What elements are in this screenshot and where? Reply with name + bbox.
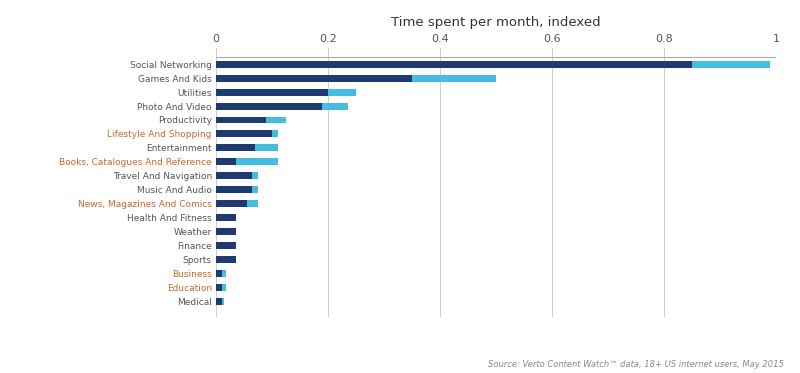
Bar <box>692 61 770 68</box>
Bar <box>216 228 235 235</box>
Bar <box>412 75 496 82</box>
Bar <box>222 270 226 277</box>
Bar <box>246 200 258 207</box>
Bar <box>216 284 222 291</box>
Bar <box>216 186 253 193</box>
Bar <box>216 200 246 207</box>
Bar <box>216 131 272 137</box>
Bar <box>216 270 222 277</box>
Bar <box>216 214 235 221</box>
Bar <box>216 61 692 68</box>
Bar <box>216 298 222 305</box>
Bar <box>216 89 328 95</box>
Bar <box>222 284 226 291</box>
Bar <box>322 103 348 110</box>
Bar <box>216 256 235 263</box>
Text: Source: Verto Content Watch™ data, 18+ US internet users, May 2015: Source: Verto Content Watch™ data, 18+ U… <box>488 360 784 369</box>
Bar <box>216 242 235 249</box>
Bar <box>255 144 278 151</box>
Bar <box>216 75 412 82</box>
Bar <box>266 116 286 123</box>
Bar <box>253 186 258 193</box>
Bar <box>216 103 322 110</box>
Bar <box>216 172 253 179</box>
Title: Time spent per month, indexed: Time spent per month, indexed <box>391 16 601 29</box>
Bar <box>235 159 278 165</box>
Bar <box>253 172 258 179</box>
Bar <box>216 144 255 151</box>
Bar <box>216 116 266 123</box>
Bar <box>328 89 356 95</box>
Bar <box>272 131 278 137</box>
Bar <box>222 298 224 305</box>
Bar <box>216 159 235 165</box>
